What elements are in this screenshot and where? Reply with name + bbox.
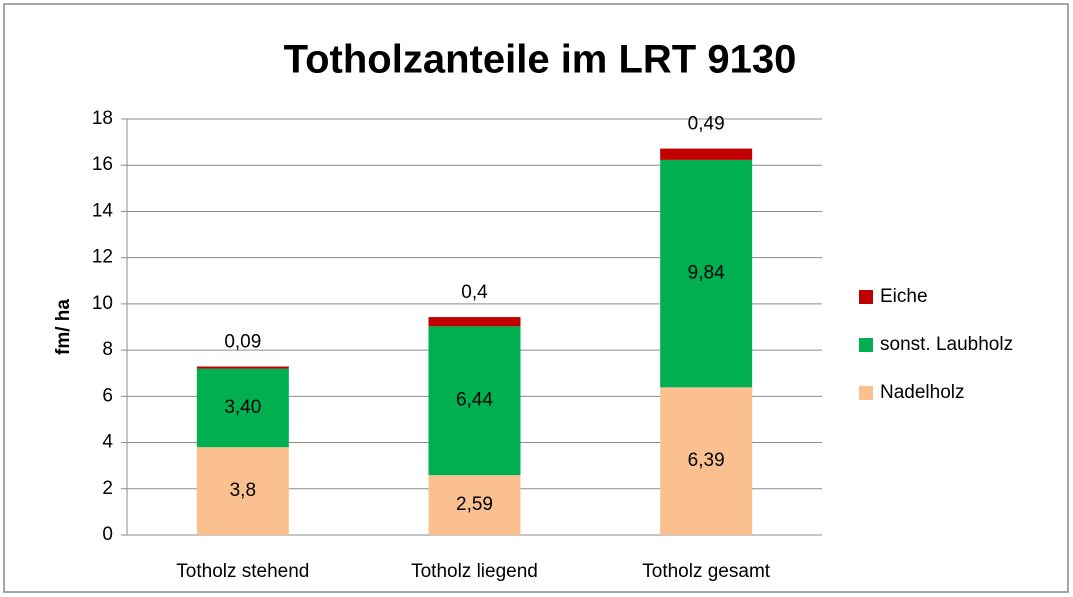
data-label: 3,8 [230,480,256,501]
bar-segment [660,148,753,160]
x-tick-label: Totholz stehend [176,561,309,582]
y-tick-label: 4 [102,432,113,453]
bar-segment [428,317,521,327]
y-tick-label: 12 [92,247,113,268]
bar-segment [428,475,521,535]
y-tick-label: 0 [102,524,113,545]
bar-segment [196,366,289,369]
data-label: 6,44 [456,390,493,411]
legend-swatch [859,386,873,400]
y-tick-label: 10 [92,293,113,314]
y-tick-label: 14 [92,200,114,221]
data-label: 6,39 [688,450,725,471]
bar-segment [660,159,753,388]
bar-segment [660,387,753,535]
y-axis-label: fm/ ha [53,299,74,355]
x-tick-label: Totholz liegend [411,561,538,582]
y-tick-label: 6 [102,385,113,406]
chart-title: Totholzanteile im LRT 9130 [284,38,797,82]
legend-label: Eiche [880,286,928,307]
y-tick-label: 8 [102,339,113,360]
data-label: 0,09 [224,332,261,353]
legend-label: Nadelholz [880,382,965,403]
x-tick-label: Totholz gesamt [642,561,771,582]
data-label: 2,59 [456,494,493,515]
data-label: 9,84 [688,263,725,284]
chart-frame [3,3,1069,593]
data-label: 0,49 [688,114,725,135]
legend-swatch [859,290,873,304]
bar-segment [196,368,289,448]
data-label: 0,4 [461,282,488,303]
legend-swatch [859,338,873,352]
data-label: 3,40 [224,397,261,418]
bar-segment [196,447,289,535]
y-tick-label: 18 [92,108,113,129]
bar-segment [428,326,521,476]
y-tick-label: 16 [92,154,113,175]
y-tick-label: 2 [102,478,113,499]
legend-label: sonst. Laubholz [880,334,1013,355]
